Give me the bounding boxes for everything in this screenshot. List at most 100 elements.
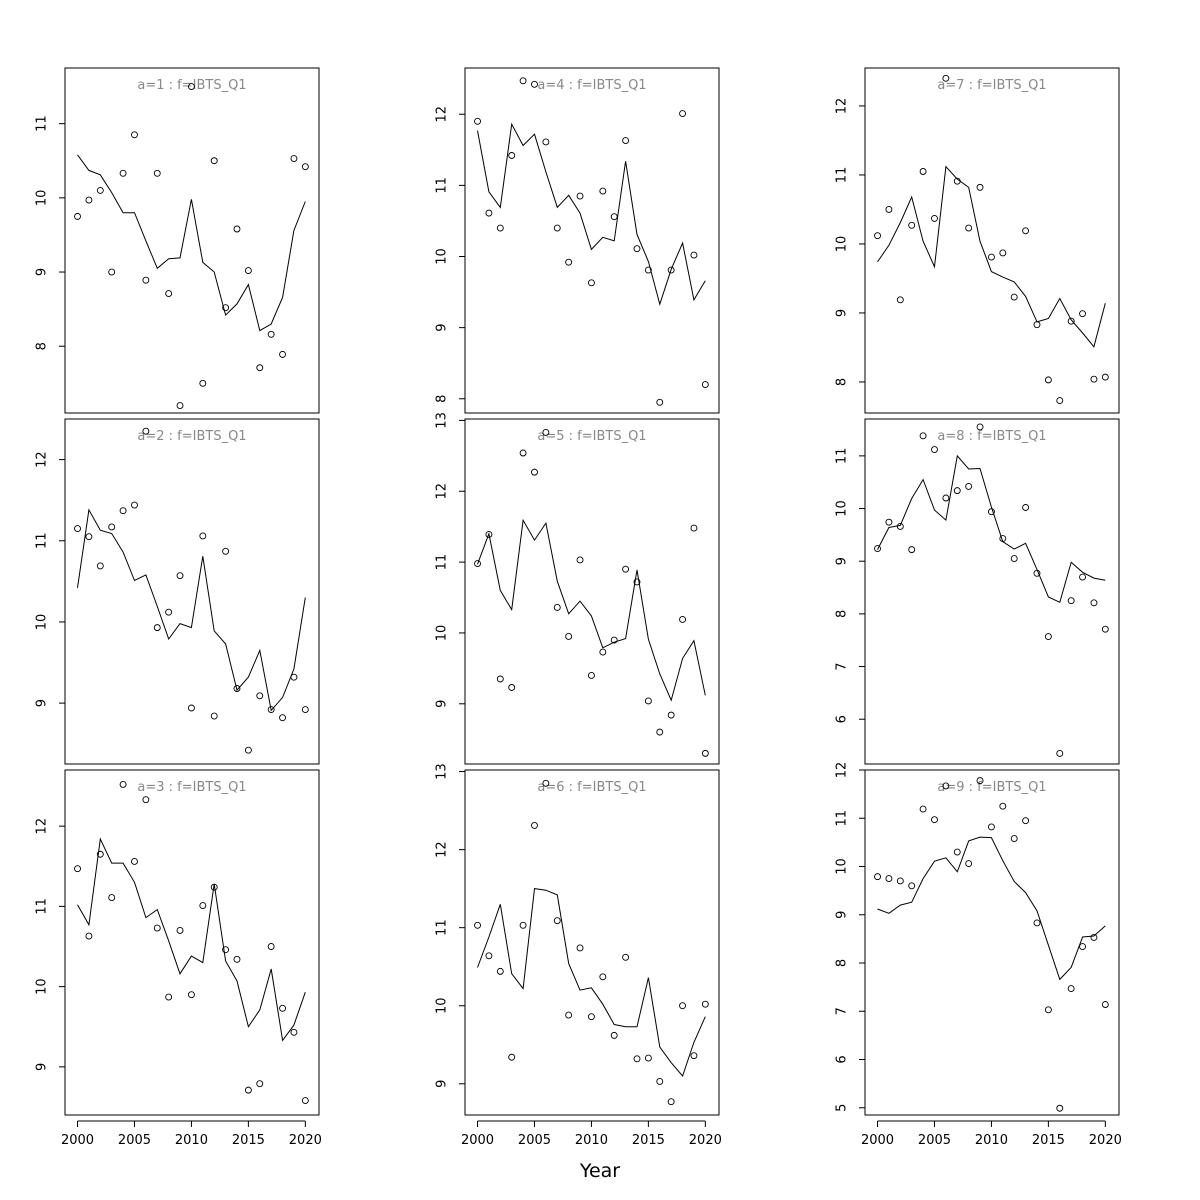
- observed-point: [942, 782, 950, 790]
- observed-point: [153, 624, 161, 632]
- observed-point: [85, 932, 93, 940]
- observed-point: [279, 714, 287, 722]
- observed-point: [222, 547, 230, 555]
- observed-point: [1101, 1001, 1109, 1008]
- observed-point: [610, 1031, 618, 1039]
- observed-point: [474, 117, 481, 125]
- observed-point: [885, 875, 893, 883]
- observed-point: [1022, 817, 1030, 825]
- panel-frame: [864, 418, 1120, 765]
- y-tick-label: 8: [35, 342, 50, 350]
- observed-point: [1101, 625, 1109, 633]
- observed-point: [519, 77, 527, 85]
- observed-point: [119, 169, 127, 177]
- observed-point: [187, 704, 195, 712]
- observed-point: [485, 952, 493, 960]
- fitted-line: [477, 888, 706, 1077]
- panel-frame: [864, 769, 1120, 1116]
- observed-point: [701, 381, 709, 388]
- observed-point: [999, 802, 1007, 810]
- x-tick-label: 2000: [461, 1133, 494, 1148]
- observed-point: [290, 673, 298, 681]
- observed-point: [96, 850, 104, 858]
- observed-point: [301, 706, 309, 714]
- observed-point: [210, 883, 218, 891]
- observed-point: [919, 432, 927, 440]
- observed-point: [531, 80, 538, 88]
- x-tick-label: 2020: [1089, 1133, 1122, 1148]
- observed-point: [919, 805, 927, 813]
- observed-point: [987, 253, 995, 261]
- panel-frame: [64, 769, 320, 1116]
- y-axis: 9 10 11 12 13: [435, 412, 465, 708]
- observed-point: [301, 1097, 309, 1105]
- y-axis: 9 10 11 12: [35, 818, 65, 1071]
- observed-point: [199, 902, 207, 910]
- observed-point: [1090, 933, 1098, 941]
- y-tick-label: 12: [835, 98, 850, 115]
- observed-point: [1079, 943, 1087, 951]
- observed-point: [1090, 599, 1098, 607]
- observed-point: [1044, 633, 1052, 640]
- observed-point: [508, 152, 516, 159]
- x-tick-label: 2000: [61, 1133, 94, 1148]
- y-tick-label: 11: [35, 898, 50, 915]
- observed-point: [485, 209, 493, 217]
- x-axis: 2000 2005 2010 2015 2020: [861, 1120, 1122, 1148]
- observed-point: [587, 671, 595, 679]
- observed-point: [679, 110, 687, 117]
- observed-point: [279, 1004, 287, 1012]
- y-tick-label: 12: [35, 818, 50, 835]
- observed-point: [542, 429, 550, 436]
- observed-point: [165, 993, 173, 1001]
- observed-point: [165, 290, 173, 297]
- observed-point: [553, 603, 561, 611]
- panel-7: a=7 : f=IBTS_Q1 8 9 10 11 12: [835, 67, 1120, 414]
- observed-point: [599, 973, 607, 981]
- x-tick-label: 2000: [861, 1133, 894, 1148]
- y-tick-label: 9: [435, 700, 450, 708]
- fitted-line: [77, 508, 306, 712]
- fitted-line: [77, 154, 306, 332]
- observed-point: [1067, 985, 1075, 993]
- observed-point: [176, 572, 184, 580]
- observed-point: [919, 168, 927, 175]
- y-tick-label: 12: [35, 451, 50, 468]
- y-axis: 8 9 10 11: [35, 115, 65, 350]
- observed-point: [142, 427, 150, 435]
- observed-point: [1033, 321, 1041, 329]
- observed-point: [279, 350, 287, 358]
- observed-point: [885, 205, 893, 213]
- y-tick-label: 9: [35, 699, 50, 707]
- y-tick-label: 10: [35, 190, 50, 207]
- y-tick-label: 9: [35, 268, 50, 276]
- y-tick-label: 10: [435, 248, 450, 265]
- observed-point: [1033, 569, 1041, 577]
- y-tick-label: 10: [435, 625, 450, 642]
- fitted-line: [77, 837, 306, 1042]
- panel-frame: [464, 418, 720, 765]
- observed-point: [874, 232, 881, 240]
- observed-point: [233, 685, 241, 692]
- observed-point: [222, 304, 230, 312]
- fitted-line: [477, 518, 706, 702]
- y-tick-label: 13: [435, 763, 450, 780]
- observed-point: [976, 423, 984, 431]
- observed-point: [1067, 597, 1075, 605]
- observed-point: [896, 877, 904, 885]
- observed-point: [1079, 573, 1087, 581]
- observed-point: [290, 155, 298, 162]
- panel-1: a=1 : f=IBTS_Q1 8 9 10 11: [35, 67, 320, 414]
- observed-point: [119, 780, 127, 788]
- observed-point: [519, 921, 527, 929]
- y-tick-label: 11: [435, 177, 450, 194]
- panel-title: a=5 : f=IBTS_Q1: [537, 429, 646, 444]
- x-tick-label: 2015: [1032, 1133, 1065, 1148]
- observed-point: [874, 545, 881, 553]
- observed-point: [667, 711, 675, 719]
- y-tick-label: 11: [435, 919, 450, 936]
- observed-point: [1022, 504, 1030, 511]
- observed-point: [644, 1054, 652, 1062]
- x-tick-label: 2010: [175, 1133, 208, 1148]
